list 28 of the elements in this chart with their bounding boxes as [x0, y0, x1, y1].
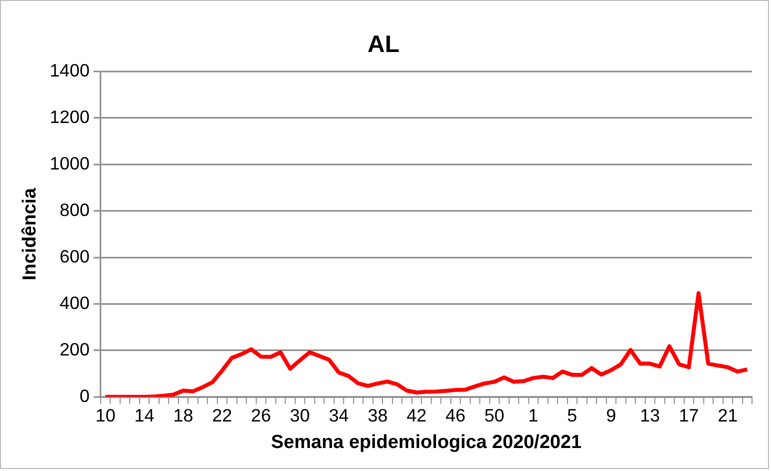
y-tick-label: 1200	[50, 106, 90, 127]
y-tick-label: 1000	[50, 153, 90, 174]
x-tick-label: 14	[134, 406, 154, 426]
y-tick-label: 400	[60, 292, 90, 313]
x-tick-label: 38	[368, 406, 388, 426]
x-tick-label: 30	[290, 406, 310, 426]
x-tick-label: 1	[528, 406, 538, 426]
y-tick-label: 600	[60, 246, 90, 266]
y-axis-title: Incidência	[20, 187, 41, 280]
chart-title: AL	[368, 30, 400, 58]
x-tick-label: 9	[606, 406, 616, 426]
x-tick-label: 17	[678, 406, 699, 426]
x-tick-label: 18	[173, 406, 194, 426]
x-tick-label: 21	[718, 406, 738, 426]
x-tick-label: 42	[406, 406, 427, 426]
x-tick-label: 5	[567, 406, 578, 426]
y-tick-label: 200	[60, 339, 90, 360]
x-tick-label: 13	[640, 406, 660, 426]
x-tick-label: 50	[484, 406, 504, 426]
x-tick-label: 22	[212, 406, 232, 426]
x-tick-label: 26	[251, 406, 272, 426]
y-tick-label: 1400	[50, 60, 90, 80]
x-axis-title: Semana epidemiologica 2020/2021	[271, 432, 582, 453]
x-tick-label: 46	[446, 406, 466, 426]
y-tick-label: 0	[80, 386, 90, 406]
x-tick-label: 10	[95, 406, 116, 426]
y-tick-label: 800	[60, 200, 90, 220]
x-tick-label: 34	[328, 406, 349, 426]
